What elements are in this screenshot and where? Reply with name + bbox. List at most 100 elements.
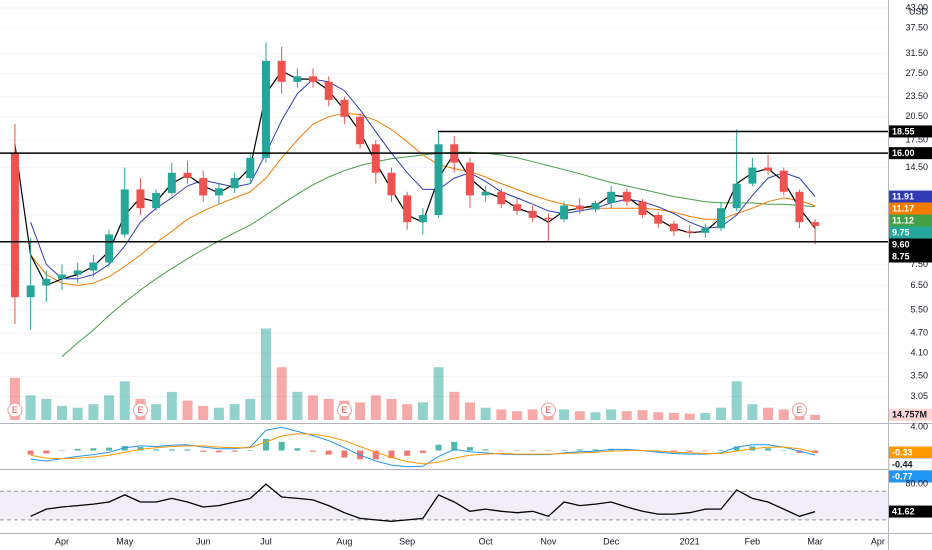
macd-histogram-bar	[372, 450, 379, 460]
volume-bar	[119, 381, 130, 420]
earnings-marker	[7, 402, 23, 418]
candle-body	[716, 208, 725, 229]
price-tag	[889, 238, 932, 251]
earnings-label: E	[341, 405, 347, 415]
volume-bar	[104, 395, 115, 420]
macd-histogram-bar	[686, 450, 693, 452]
price-tag-label: 11.91	[892, 191, 914, 201]
x-tick-label: Mar	[807, 536, 823, 546]
volume-bar	[370, 395, 381, 420]
volume-bar	[25, 395, 36, 420]
macd-histogram-bar	[780, 450, 787, 452]
y-tick-label: 7.50	[910, 259, 928, 269]
volume-bar	[245, 398, 256, 420]
earnings-marker	[336, 402, 352, 418]
macd-histogram-bar	[498, 450, 505, 452]
volume-bar	[323, 398, 334, 420]
candle-body	[387, 172, 396, 196]
price-tag-label: 14.757M	[892, 410, 927, 420]
volume-bar	[417, 402, 428, 420]
volume-bar	[57, 405, 67, 420]
volume-bar	[668, 412, 679, 420]
candle-body	[136, 189, 145, 209]
volume-bar	[386, 398, 397, 420]
volume-bar	[606, 409, 617, 420]
earnings-marker	[132, 402, 148, 418]
macd-histogram-bar	[325, 450, 332, 455]
x-tick-label: Apr	[871, 536, 885, 546]
x-tick-label: Apr	[55, 536, 69, 546]
candle-body	[167, 172, 176, 193]
price-tag-label: 9.75	[892, 227, 910, 237]
moving-average	[14, 70, 816, 287]
price-tag	[889, 446, 932, 459]
y-tick-label: 14.50	[905, 162, 928, 172]
macd-histogram-bar	[262, 438, 269, 451]
volume-bar	[9, 377, 20, 420]
candle-body	[261, 60, 270, 158]
candle-body	[497, 191, 506, 205]
candle-body	[654, 215, 663, 224]
volume-bar	[276, 367, 287, 420]
earnings-marker	[540, 402, 556, 418]
x-tick-label: Jun	[196, 536, 211, 546]
earnings-marker	[791, 402, 807, 418]
volume-bar	[637, 410, 648, 420]
candle-body	[465, 162, 474, 196]
macd-histogram-bar	[466, 447, 473, 451]
rsi-line	[30, 483, 816, 522]
candle-body	[42, 278, 51, 286]
volume-bar	[653, 412, 664, 420]
volume-bar	[402, 404, 413, 420]
macd-histogram-bar	[702, 450, 709, 452]
macd-histogram-bar	[576, 449, 583, 451]
macd-histogram-bar	[796, 450, 803, 453]
macd-histogram-bar	[200, 450, 207, 452]
macd-histogram-bar	[623, 449, 630, 451]
candle-body	[669, 223, 678, 232]
volume-bar	[747, 404, 758, 420]
candle-body	[764, 167, 773, 171]
macd-histogram-bar	[137, 447, 144, 451]
volume-bar	[527, 409, 538, 420]
y-tick-label: 80.00	[905, 479, 928, 489]
candle-body	[309, 76, 318, 82]
candle-body	[199, 178, 208, 196]
candle-body	[418, 215, 427, 223]
x-tick-label: Dec	[603, 536, 620, 546]
volume-bar	[260, 328, 271, 420]
candle-body	[575, 205, 584, 210]
macd-histogram-bar	[43, 450, 50, 454]
y-tick-label: 6.50	[910, 280, 928, 290]
x-tick-label: Oct	[479, 536, 494, 546]
volume-bar	[590, 412, 601, 420]
earnings-label: E	[545, 405, 551, 415]
candle-body	[10, 153, 19, 298]
price-tag	[889, 125, 932, 138]
volume-bar	[778, 409, 789, 420]
candle-body	[622, 191, 631, 202]
macd-histogram-bar	[812, 450, 819, 454]
price-tag-label: 41.62	[892, 506, 915, 516]
volume-bar	[198, 405, 209, 420]
candle-body	[403, 195, 412, 223]
signal-line	[30, 433, 816, 465]
macd-histogram-bar	[184, 449, 191, 451]
y-tick-label: 27.50	[905, 68, 928, 78]
macd-histogram-bar	[27, 450, 34, 455]
macd-histogram-bar	[388, 450, 395, 459]
candle-body	[120, 189, 129, 235]
y-tick-label: 3.05	[910, 391, 928, 401]
x-tick-label: Feb	[745, 536, 761, 546]
price-tag-label: 11.12	[892, 215, 914, 225]
volume-bar	[700, 412, 711, 420]
macd-histogram-bar	[733, 446, 740, 451]
candle-body	[528, 210, 537, 218]
price-tag-label: 18.55	[892, 126, 915, 136]
volume-bar	[308, 395, 319, 420]
macd-histogram-bar	[153, 449, 160, 451]
earnings-label: E	[12, 405, 18, 415]
candle-body	[183, 172, 192, 179]
